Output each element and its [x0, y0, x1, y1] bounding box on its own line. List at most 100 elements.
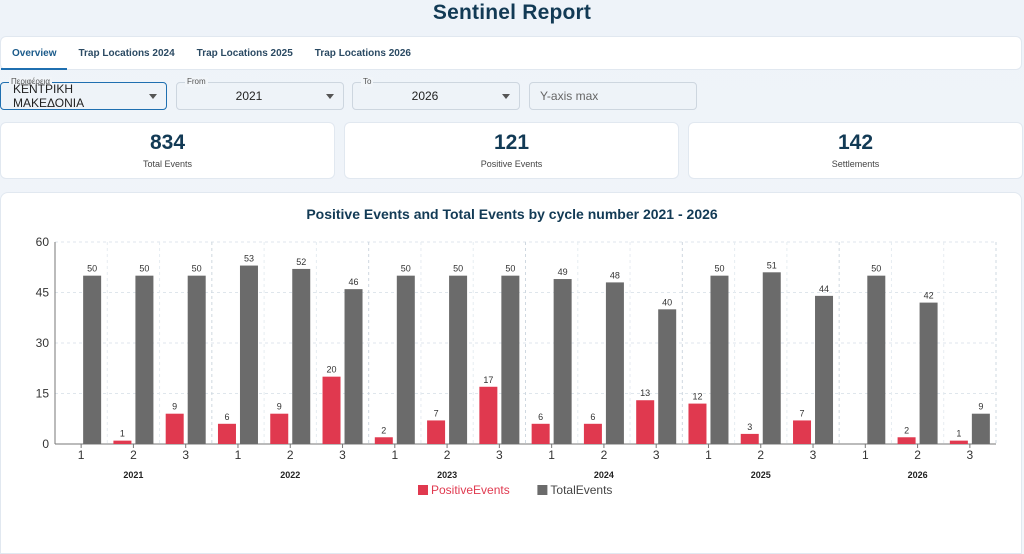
x-tick-label: 3 — [182, 448, 189, 462]
positive-events-label: Positive Events — [480, 159, 543, 169]
x-tick-label: 2 — [601, 448, 608, 462]
tab-bar: Overview Trap Locations 2024 Trap Locati… — [0, 36, 1022, 70]
data-label-total: 52 — [296, 257, 306, 267]
bar-positive-events — [374, 437, 393, 444]
x-tick-label: 2 — [914, 448, 921, 462]
bar-positive-events — [113, 440, 132, 444]
legend-swatch — [418, 485, 428, 495]
data-label-total: 50 — [87, 264, 97, 274]
data-label-positive: 13 — [640, 388, 650, 398]
y-axis-max-input[interactable] — [530, 83, 696, 109]
bar-total-events — [501, 275, 520, 444]
bar-positive-events — [740, 433, 759, 444]
region-select[interactable]: Περιφέρεια ΚΕΝΤΡΙΚΗ ΜΑΚΕΔΟΝΙΑ — [0, 77, 167, 110]
bar-total-events — [971, 413, 990, 444]
bar-total-events — [710, 275, 729, 444]
legend-label: PositiveEvents — [431, 483, 510, 497]
to-year-label: To — [361, 77, 374, 87]
data-label-total: 44 — [819, 284, 829, 294]
bar-total-events — [292, 268, 311, 444]
x-group-label: 2021 — [123, 470, 143, 480]
data-label-positive: 1 — [956, 429, 961, 439]
bar-total-events — [919, 302, 938, 444]
x-tick-label: 3 — [967, 448, 974, 462]
data-label-positive: 2 — [904, 425, 909, 435]
data-label-total: 50 — [192, 264, 202, 274]
bar-total-events — [815, 295, 834, 444]
data-label-positive: 6 — [224, 412, 229, 422]
page-title: Sentinel Report — [432, 1, 592, 24]
tab-trap-locations-2026[interactable]: Trap Locations 2026 — [314, 47, 411, 59]
y-tick-label: 45 — [36, 286, 50, 300]
x-group-label: 2026 — [908, 470, 928, 480]
bar-total-events — [83, 275, 102, 444]
bar-total-events — [553, 279, 572, 444]
data-label-total: 46 — [349, 277, 359, 287]
y-axis-max-field[interactable] — [529, 82, 697, 110]
data-label-total: 50 — [505, 264, 515, 274]
data-label-total: 40 — [662, 297, 672, 307]
data-label-positive: 1 — [120, 429, 125, 439]
bar-total-events — [449, 275, 468, 444]
data-label-total: 51 — [767, 260, 777, 270]
y-tick-label: 30 — [36, 336, 50, 350]
settlements-card: 142 Settlements — [688, 122, 1023, 179]
chevron-down-icon — [502, 94, 510, 99]
bar-positive-events — [217, 423, 236, 444]
data-label-positive: 20 — [327, 365, 337, 375]
x-tick-label: 3 — [653, 448, 660, 462]
bar-positive-events — [793, 420, 812, 444]
data-label-positive: 17 — [483, 375, 493, 385]
x-tick-label: 1 — [235, 448, 242, 462]
y-tick-label: 15 — [36, 387, 50, 401]
x-tick-label: 1 — [78, 448, 85, 462]
data-label-positive: 7 — [434, 408, 439, 418]
to-year-value: 2026 — [411, 89, 439, 103]
bar-total-events — [344, 289, 363, 444]
x-group-label: 2022 — [280, 470, 300, 480]
bar-positive-events — [636, 400, 655, 444]
data-label-total: 50 — [401, 264, 411, 274]
bar-positive-events — [583, 423, 602, 444]
x-group-label: 2025 — [751, 470, 771, 480]
x-tick-label: 3 — [339, 448, 346, 462]
x-tick-label: 1 — [391, 448, 398, 462]
x-tick-label: 2 — [130, 448, 137, 462]
y-tick-label: 0 — [42, 437, 49, 451]
from-year-label: From — [185, 77, 208, 87]
data-label-positive: 3 — [747, 422, 752, 432]
bar-positive-events — [949, 440, 968, 444]
chevron-down-icon — [326, 94, 334, 99]
x-tick-label: 2 — [287, 448, 294, 462]
bar-total-events — [396, 275, 415, 444]
from-year-value: 2021 — [235, 89, 263, 103]
positive-events-card: 121 Positive Events — [344, 122, 679, 179]
legend-swatch — [537, 485, 548, 495]
region-select-label: Περιφέρεια — [9, 77, 52, 87]
x-tick-label: 1 — [548, 448, 555, 462]
data-label-positive: 7 — [800, 408, 805, 418]
bar-positive-events — [531, 423, 550, 444]
settlements-value: 142 — [837, 131, 874, 154]
from-year-select[interactable]: From 2021 — [176, 77, 344, 110]
tab-trap-locations-2025[interactable]: Trap Locations 2025 — [196, 47, 293, 59]
tab-trap-locations-2024[interactable]: Trap Locations 2024 — [78, 47, 175, 59]
bar-positive-events — [688, 403, 707, 444]
bar-total-events — [605, 282, 624, 444]
tab-overview[interactable]: Overview — [1, 37, 68, 70]
bar-total-events — [658, 309, 677, 444]
bar-total-events — [762, 272, 781, 444]
bar-positive-events — [322, 376, 341, 444]
x-group-label: 2023 — [437, 470, 457, 480]
bar-total-events — [867, 275, 886, 444]
positive-events-value: 121 — [493, 131, 530, 154]
bar-total-events — [239, 265, 258, 444]
bar-positive-events — [165, 413, 184, 444]
to-year-select[interactable]: To 2026 — [352, 77, 520, 110]
data-label-total: 9 — [978, 402, 983, 412]
data-label-total: 48 — [610, 270, 620, 280]
bar-positive-events — [479, 386, 498, 444]
data-label-positive: 2 — [381, 425, 386, 435]
data-label-positive: 6 — [590, 412, 595, 422]
